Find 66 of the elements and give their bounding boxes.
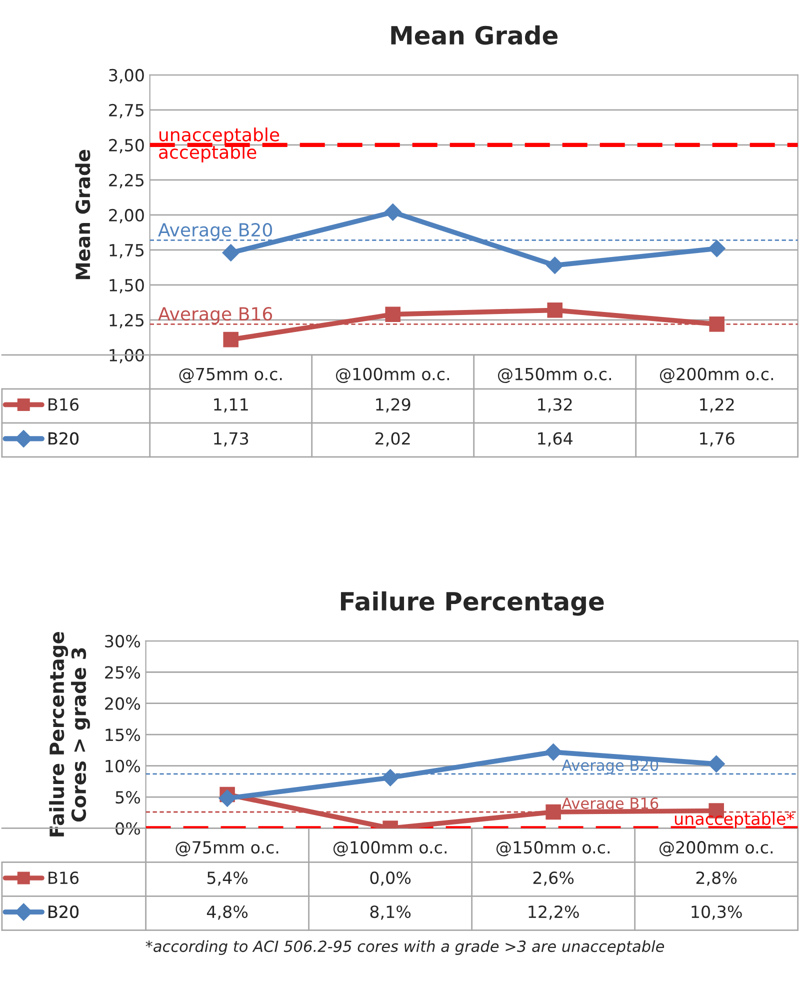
data-label: 4,8% [206,905,248,920]
legend-label: B16 [48,871,79,884]
ref-line-label: unacceptable* [674,812,794,828]
y-tick-label: 30% [105,634,140,648]
point [547,302,562,318]
point [708,755,726,773]
x-tick-label: @75mm o.c. [176,841,278,856]
legend-label: B16 [48,398,79,411]
point [708,240,726,258]
legend-label: B20 [48,905,78,918]
point [381,768,400,786]
data-label: 1,73 [214,432,248,446]
y-tick-label: 1,50 [110,278,144,294]
y-axis-title: Failure Percentage Cores > grade 3 [49,632,90,836]
data-label: 1,29 [376,398,410,412]
y-tick-label: 25% [105,666,140,679]
point [222,244,240,262]
data-label: 1,22 [700,398,734,412]
y-tick-label: 2,50 [109,138,144,154]
x-tick-label: @200mm o.c. [660,368,774,384]
point [546,256,564,274]
y-tick-label: 10% [106,760,140,772]
x-tick-label: @150mm o.c. [498,368,612,384]
data-label: 1,32 [538,398,572,412]
x-tick-label: @100mm o.c. [336,368,450,384]
data-label: 2,6% [533,871,574,886]
ref-line-label: unacceptable [159,127,280,145]
y-tick-label: 20% [105,697,140,710]
data-label: 2,02 [376,432,410,446]
x-tick-label: @75mm o.c. [179,368,282,384]
y-tick-label: 1,75 [110,244,144,258]
legend-label: B20 [48,432,78,445]
data-label: 0,0% [370,871,411,886]
ref-line-label: Average B16 [158,307,272,324]
point [544,743,562,761]
text: *according to ACI 506.2-95 cores with a grade >3 are unacceptable [146,940,664,956]
point [384,203,402,221]
point [709,316,724,332]
y-axis-title: Mean Grade [75,150,90,280]
y-tick-label: 3,00 [109,68,144,84]
point [546,804,561,820]
data-label: 1,11 [214,398,248,412]
data-label: 1,76 [700,432,734,446]
data-label: 1,64 [538,432,572,446]
y-tick-label: 2,00 [109,208,144,224]
chart-title: Mean Grade [391,25,558,45]
y-tick-label: 15% [106,728,140,742]
chart-title: Failure Percentage [340,591,604,616]
data-label: 12,2% [528,905,579,920]
x-tick-label: @100mm o.c. [333,841,446,856]
data-label: 10,3% [692,905,742,920]
data-label: 2,8% [696,871,737,886]
point [218,789,236,808]
y-tick-label: 2,75 [109,104,144,118]
data-label: 8,1% [370,905,411,920]
x-tick-label: @200mm o.c. [659,841,773,856]
x-tick-label: @150mm o.c. [496,841,610,856]
point [385,306,400,322]
ref-line-label: Average B16 [562,797,658,812]
annotation: acceptable [159,144,256,162]
ref-line-label: Average B20 [158,222,272,240]
y-tick-label: 1,25 [110,314,144,328]
y-tick-label: 5% [116,790,140,804]
y-tick-label: 2,25 [109,174,144,188]
point [223,332,238,348]
data-label: 5,4% [207,871,248,886]
